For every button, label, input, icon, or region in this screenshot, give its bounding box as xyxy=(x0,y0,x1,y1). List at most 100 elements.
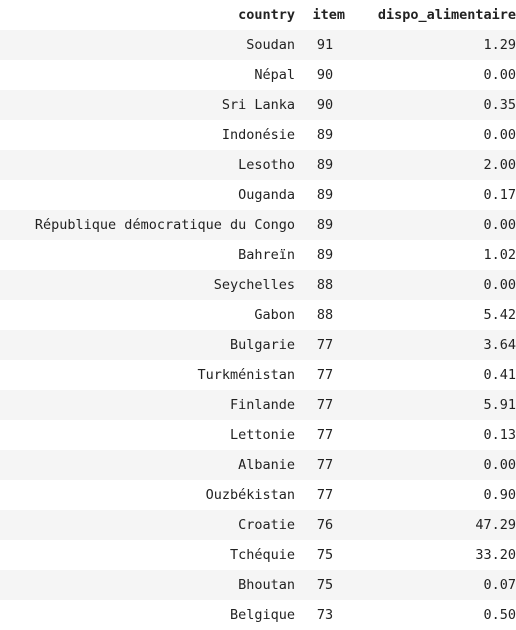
cell-country: Soudan xyxy=(246,37,295,53)
column-header-dispo-alimentaire: dispo_alimentaire xyxy=(377,7,516,23)
cell-country: Belgique xyxy=(229,607,295,623)
table-row: Gabon 88 5.42 xyxy=(0,300,516,330)
cell-dispo-alimentaire: 0.17 xyxy=(483,187,516,203)
cell-item-wrapper: 76 xyxy=(295,510,345,540)
cell-dispo-alimentaire: 33.20 xyxy=(475,547,516,563)
cell-item-wrapper: 75 xyxy=(295,540,345,570)
column-header-country: country xyxy=(238,7,295,23)
table-row: Bhoutan 75 0.07 xyxy=(0,570,516,600)
cell-dispo-alimentaire: 0.00 xyxy=(483,127,516,143)
cell-item: 90 xyxy=(316,97,334,113)
cell-item: 77 xyxy=(316,427,334,443)
cell-item: 89 xyxy=(316,217,334,233)
cell-item-wrapper: 77 xyxy=(295,390,345,420)
cell-item-wrapper: 89 xyxy=(295,210,345,240)
column-header-item: item xyxy=(312,7,345,23)
cell-country: Albanie xyxy=(238,457,295,473)
cell-item: 77 xyxy=(316,367,334,383)
cell-item: 76 xyxy=(316,517,334,533)
cell-item: 89 xyxy=(316,127,334,143)
cell-item: 89 xyxy=(316,157,334,173)
cell-item: 77 xyxy=(316,337,334,353)
cell-country: Ouzbékistan xyxy=(205,487,295,503)
cell-item: 75 xyxy=(316,547,334,563)
cell-country: Lettonie xyxy=(229,427,295,443)
table-body: Soudan 91 1.29 Népal 90 0.00 Sri Lanka 90 0.35 In… xyxy=(0,30,516,630)
cell-item: 75 xyxy=(316,577,334,593)
table-row: Croatie 76 47.29 xyxy=(0,510,516,540)
cell-item-wrapper: 89 xyxy=(295,120,345,150)
cell-item-wrapper: 75 xyxy=(295,570,345,600)
cell-country: Bulgarie xyxy=(229,337,295,353)
cell-item: 91 xyxy=(316,37,334,53)
cell-country: Bahreïn xyxy=(238,247,295,263)
table-row: Belgique 73 0.50 xyxy=(0,600,516,630)
cell-dispo-alimentaire: 0.35 xyxy=(483,97,516,113)
table-row: Finlande 77 5.91 xyxy=(0,390,516,420)
cell-dispo-alimentaire: 0.00 xyxy=(483,67,516,83)
cell-item: 88 xyxy=(316,277,334,293)
cell-country: Lesotho xyxy=(238,157,295,173)
cell-item-wrapper: 77 xyxy=(295,480,345,510)
cell-item: 88 xyxy=(316,307,334,323)
cell-country: Croatie xyxy=(238,517,295,533)
cell-country: Finlande xyxy=(229,397,295,413)
cell-dispo-alimentaire: 0.00 xyxy=(483,457,516,473)
cell-item-wrapper: 77 xyxy=(295,330,345,360)
table-row: Turkménistan 77 0.41 xyxy=(0,360,516,390)
header-row: country item dispo_alimentaire xyxy=(0,0,516,30)
cell-country: Népal xyxy=(254,67,295,83)
cell-item-wrapper: 88 xyxy=(295,270,345,300)
cell-item-wrapper: 77 xyxy=(295,360,345,390)
cell-item: 77 xyxy=(316,487,334,503)
cell-item-wrapper: 77 xyxy=(295,420,345,450)
cell-item: 77 xyxy=(316,397,334,413)
cell-country: Indonésie xyxy=(221,127,295,143)
cell-item-wrapper: 77 xyxy=(295,450,345,480)
cell-dispo-alimentaire: 0.00 xyxy=(483,277,516,293)
cell-dispo-alimentaire: 1.02 xyxy=(483,247,516,263)
cell-dispo-alimentaire: 0.00 xyxy=(483,217,516,233)
cell-dispo-alimentaire: 0.50 xyxy=(483,607,516,623)
cell-country: Sri Lanka xyxy=(221,97,295,113)
cell-dispo-alimentaire: 2.00 xyxy=(483,157,516,173)
cell-item-wrapper: 89 xyxy=(295,240,345,270)
cell-dispo-alimentaire: 0.13 xyxy=(483,427,516,443)
cell-dispo-alimentaire: 5.42 xyxy=(483,307,516,323)
table-row: République démocratique du Congo 89 0.00 xyxy=(0,210,516,240)
cell-item-wrapper: 90 xyxy=(295,90,345,120)
cell-country: Turkménistan xyxy=(197,367,295,383)
table-row: Bulgarie 77 3.64 xyxy=(0,330,516,360)
cell-dispo-alimentaire: 5.91 xyxy=(483,397,516,413)
table-row: Lettonie 77 0.13 xyxy=(0,420,516,450)
cell-country: Seychelles xyxy=(213,277,295,293)
cell-item: 89 xyxy=(316,187,334,203)
table-row: Seychelles 88 0.00 xyxy=(0,270,516,300)
cell-dispo-alimentaire: 0.07 xyxy=(483,577,516,593)
cell-item: 73 xyxy=(316,607,334,623)
table-row: Sri Lanka 90 0.35 xyxy=(0,90,516,120)
table-row: Tchéquie 75 33.20 xyxy=(0,540,516,570)
cell-country: Ouganda xyxy=(238,187,295,203)
cell-dispo-alimentaire: 0.90 xyxy=(483,487,516,503)
cell-item-wrapper: 89 xyxy=(295,180,345,210)
table-row: Lesotho 89 2.00 xyxy=(0,150,516,180)
cell-item: 90 xyxy=(316,67,334,83)
cell-item: 77 xyxy=(316,457,334,473)
table-row: Ouganda 89 0.17 xyxy=(0,180,516,210)
cell-dispo-alimentaire: 3.64 xyxy=(483,337,516,353)
table-row: Bahreïn 89 1.02 xyxy=(0,240,516,270)
cell-country: Bhoutan xyxy=(238,577,295,593)
table-row: Népal 90 0.00 xyxy=(0,60,516,90)
cell-item-wrapper: 91 xyxy=(295,30,345,60)
cell-country: Tchéquie xyxy=(229,547,295,563)
table-row: Indonésie 89 0.00 xyxy=(0,120,516,150)
cell-country: Gabon xyxy=(254,307,295,323)
cell-dispo-alimentaire: 0.41 xyxy=(483,367,516,383)
cell-item-wrapper: 73 xyxy=(295,600,345,630)
table-row: Soudan 91 1.29 xyxy=(0,30,516,60)
cell-item-wrapper: 90 xyxy=(295,60,345,90)
cell-country: République démocratique du Congo xyxy=(34,217,295,233)
cell-item-wrapper: 88 xyxy=(295,300,345,330)
